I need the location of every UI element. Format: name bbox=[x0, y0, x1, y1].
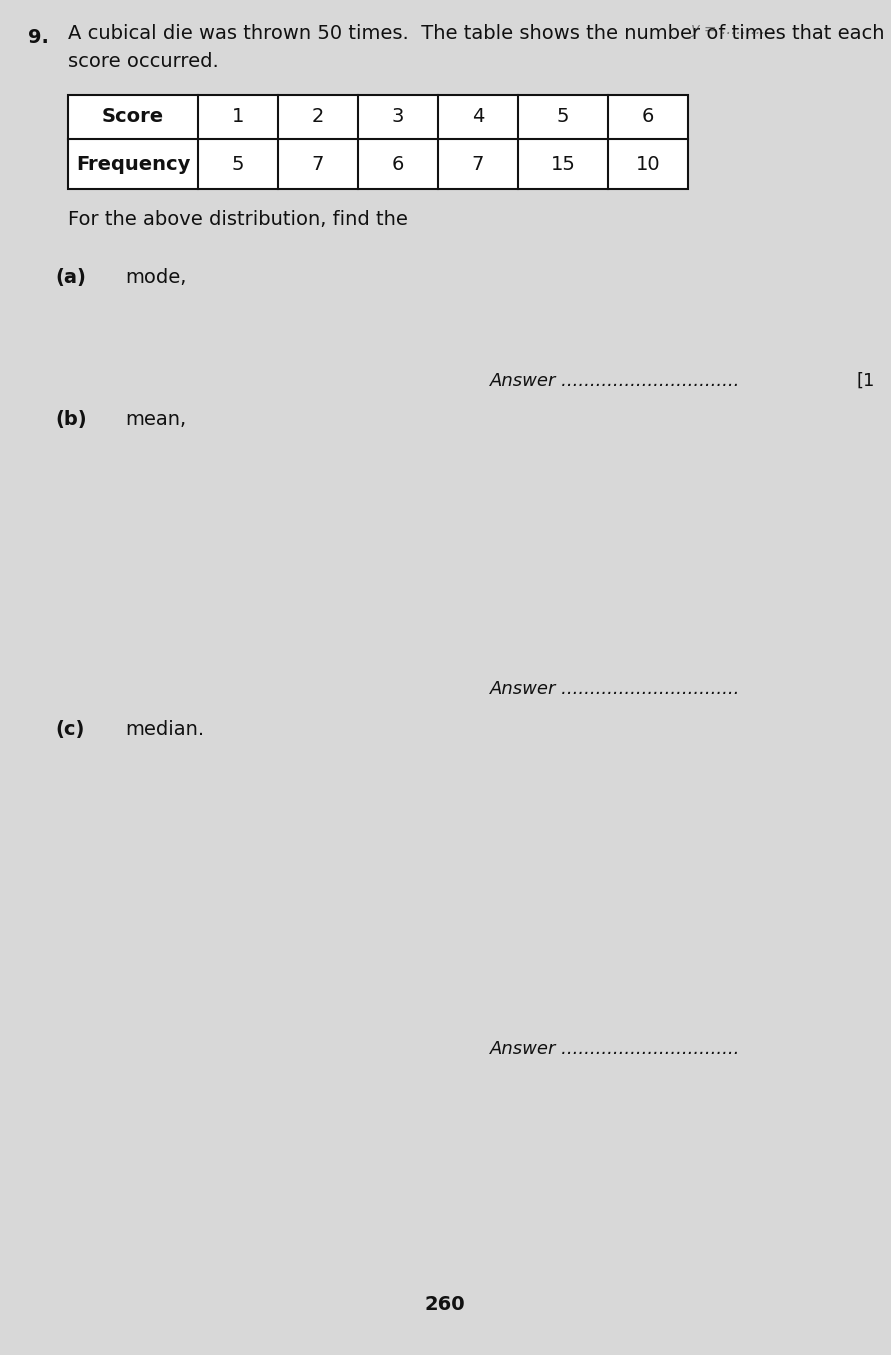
Text: 260: 260 bbox=[425, 1295, 465, 1314]
Text: 15: 15 bbox=[551, 154, 576, 173]
Text: 10: 10 bbox=[635, 154, 660, 173]
Text: 6: 6 bbox=[642, 107, 654, 126]
Text: median.: median. bbox=[125, 720, 204, 738]
Text: (b): (b) bbox=[55, 411, 86, 430]
Text: y = ...........: y = ........... bbox=[690, 22, 775, 37]
Text: score occurred.: score occurred. bbox=[68, 51, 219, 70]
Text: 3: 3 bbox=[392, 107, 405, 126]
Text: Frequency: Frequency bbox=[76, 154, 190, 173]
Text: [1: [1 bbox=[856, 373, 874, 390]
Text: 5: 5 bbox=[232, 154, 244, 173]
Text: 9.: 9. bbox=[28, 28, 49, 47]
Text: Answer ...............................: Answer ............................... bbox=[490, 680, 740, 698]
Text: mean,: mean, bbox=[125, 411, 186, 430]
Text: Answer ...............................: Answer ............................... bbox=[490, 1041, 740, 1058]
Text: Score: Score bbox=[102, 107, 164, 126]
Text: For the above distribution, find the: For the above distribution, find the bbox=[68, 210, 408, 229]
Text: A cubical die was thrown 50 times.  The table shows the number of times that eac: A cubical die was thrown 50 times. The t… bbox=[68, 24, 885, 43]
Text: (a): (a) bbox=[55, 268, 86, 287]
Text: 4: 4 bbox=[472, 107, 484, 126]
Text: 2: 2 bbox=[312, 107, 324, 126]
Text: 5: 5 bbox=[557, 107, 569, 126]
Text: 1: 1 bbox=[232, 107, 244, 126]
Text: 7: 7 bbox=[472, 154, 484, 173]
Text: 6: 6 bbox=[392, 154, 405, 173]
Text: 7: 7 bbox=[312, 154, 324, 173]
Text: mode,: mode, bbox=[125, 268, 186, 287]
Bar bbox=[68, 95, 688, 188]
Text: Answer ...............................: Answer ............................... bbox=[490, 373, 740, 390]
Text: (c): (c) bbox=[55, 720, 85, 738]
